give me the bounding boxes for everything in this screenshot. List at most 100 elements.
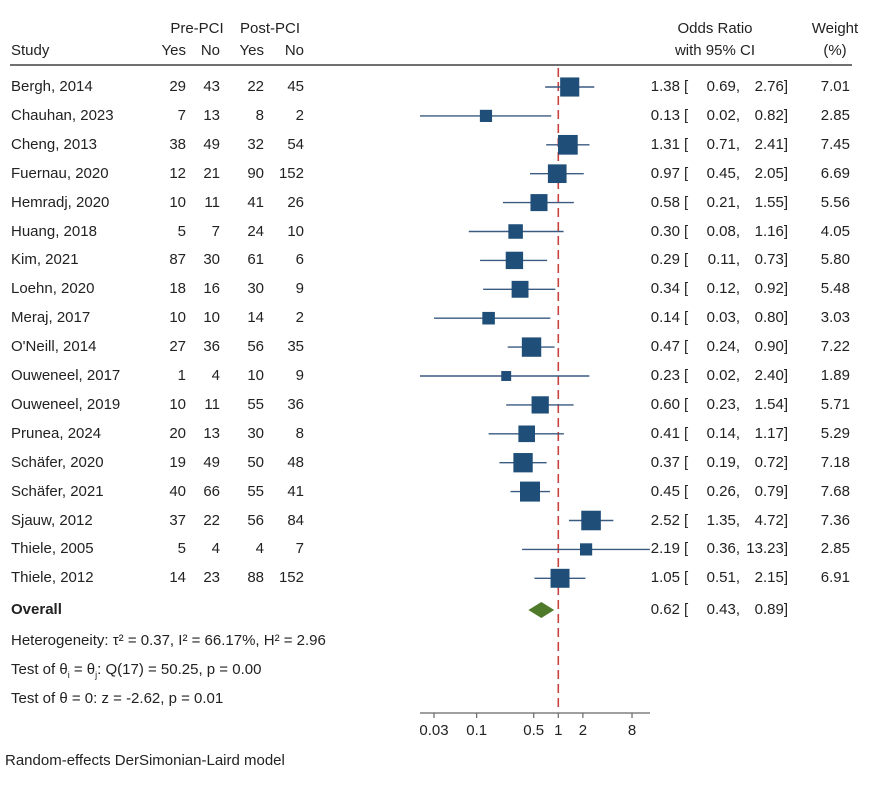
- post-no-count: 9: [295, 280, 304, 298]
- header-post-no: No: [284, 42, 304, 59]
- study-name: Schäfer, 2020: [11, 453, 104, 471]
- study-ci-open-bracket: [: [684, 135, 689, 153]
- pre-yes-count: 1: [177, 367, 186, 384]
- study-weight: 2.85: [820, 106, 850, 124]
- study-ci-open-bracket: [: [684, 78, 689, 95]
- header-weight: Weight: [811, 20, 859, 37]
- study-ci-upper: 13.23]: [746, 540, 788, 558]
- header-weight-unit: (%): [823, 42, 847, 59]
- study-or-value: 2.19: [650, 540, 680, 558]
- x-tick-label: 1: [554, 722, 562, 739]
- study-ci-lower: 0.08,: [706, 222, 740, 240]
- study-or-value: 2.52: [650, 511, 680, 529]
- post-yes-count: 50: [247, 453, 264, 471]
- pre-yes-count: 37: [169, 511, 186, 529]
- pre-yes-count: 27: [169, 338, 186, 356]
- study-or-value: 0.97: [650, 164, 680, 182]
- overall-ci-open-bracket: [: [684, 601, 689, 618]
- model-note: Random-effects DerSimonian-Laird model: [5, 752, 285, 769]
- study-ci-open-bracket: [: [684, 367, 689, 384]
- study-or-value: 0.41: [650, 424, 680, 442]
- study-ci-upper: 0.92]: [754, 280, 788, 298]
- study-ci-open-bracket: [: [684, 251, 689, 269]
- study-weight: 5.71: [820, 395, 850, 413]
- header-ci: with 95% CI: [674, 42, 756, 59]
- test-theta-i-j: Test of θi = θj: Q(17) = 50.25, p = 0.00: [11, 661, 261, 684]
- pre-yes-count: 19: [169, 453, 186, 471]
- study-ci-upper: 2.05]: [754, 164, 788, 182]
- post-yes-count: 10: [247, 367, 264, 384]
- study-ci-upper: 2.76]: [754, 78, 788, 95]
- pre-no-count: 22: [203, 511, 220, 529]
- study-marker: [550, 568, 570, 588]
- study-marker: [519, 481, 540, 502]
- study-ci-open-bracket: [: [684, 164, 689, 182]
- header-odds-ratio: Odds Ratio: [677, 20, 753, 37]
- x-tick-label: 0.1: [466, 722, 487, 739]
- study-ci-lower: 0.45,: [706, 164, 740, 182]
- study-name: O'Neill, 2014: [11, 338, 97, 356]
- pre-no-count: 43: [203, 78, 220, 95]
- post-no-count: 7: [295, 540, 304, 558]
- post-no-count: 8: [295, 424, 304, 442]
- test-theta-sub-i: i: [67, 670, 70, 680]
- x-tick-label: 2: [579, 722, 587, 739]
- study-ci-upper: 4.72]: [754, 511, 788, 529]
- post-yes-count: 24: [247, 222, 264, 240]
- pre-no-count: 13: [203, 106, 220, 124]
- study-name: Sjauw, 2012: [11, 511, 93, 529]
- study-name: Thiele, 2012: [11, 569, 94, 587]
- study-marker: [547, 164, 567, 184]
- study-ci-lower: 0.02,: [706, 367, 740, 384]
- test-theta-zero: Test of θ = 0: z = -2.62, p = 0.01: [11, 690, 224, 707]
- study-ci-upper: 0.82]: [754, 106, 788, 124]
- overall-ci-upper: 0.89]: [754, 601, 788, 618]
- study-ci-lower: 0.24,: [706, 338, 740, 356]
- study-or-value: 0.23: [650, 367, 680, 384]
- study-weight: 7.45: [820, 135, 850, 153]
- study-or-value: 1.31: [650, 135, 680, 153]
- header-rule: [10, 64, 852, 66]
- pre-no-count: 23: [203, 569, 220, 587]
- overall-diamond: [528, 602, 555, 618]
- pre-yes-count: 38: [169, 135, 186, 153]
- study-marker: [482, 311, 495, 325]
- study-ci-upper: 2.15]: [754, 569, 788, 587]
- study-ci-lower: 0.23,: [706, 395, 740, 413]
- pre-yes-count: 18: [169, 280, 186, 298]
- study-ci-lower: 0.14,: [706, 424, 740, 442]
- study-ci-lower: 0.19,: [706, 453, 740, 471]
- study-name: Huang, 2018: [11, 222, 97, 240]
- study-weight: 5.48: [820, 280, 850, 298]
- study-marker: [579, 543, 593, 556]
- pre-no-count: 36: [203, 338, 220, 356]
- pre-no-count: 4: [211, 540, 220, 558]
- study-name: Meraj, 2017: [11, 309, 91, 327]
- study-name: Cheng, 2013: [11, 135, 97, 153]
- study-ci-open-bracket: [: [684, 540, 689, 558]
- pre-no-count: 11: [204, 193, 220, 211]
- post-no-count: 152: [278, 164, 304, 182]
- study-or-value: 0.30: [650, 222, 680, 240]
- post-no-count: 10: [287, 222, 304, 240]
- study-ci-lower: 0.21,: [706, 193, 740, 211]
- post-no-count: 2: [295, 106, 304, 124]
- post-no-count: 35: [287, 338, 304, 356]
- post-no-count: 36: [287, 395, 304, 413]
- study-name: Ouweneel, 2017: [11, 367, 121, 384]
- study-name: Thiele, 2005: [11, 540, 94, 558]
- header-pre-no: No: [200, 42, 220, 59]
- study-ci-lower: 0.12,: [706, 280, 740, 298]
- study-ci-open-bracket: [: [684, 338, 689, 356]
- study-weight: 5.56: [820, 193, 850, 211]
- post-yes-count: 56: [247, 338, 264, 356]
- study-ci-open-bracket: [: [684, 106, 689, 124]
- study-or-value: 0.29: [650, 251, 680, 269]
- post-yes-count: 30: [247, 424, 264, 442]
- study-or-value: 1.38: [650, 78, 680, 95]
- header-pre-pci: Pre-PCI: [170, 20, 224, 37]
- study-ci-open-bracket: [: [684, 482, 689, 500]
- study-ci-open-bracket: [: [684, 222, 689, 240]
- study-weight: 7.01: [820, 78, 850, 95]
